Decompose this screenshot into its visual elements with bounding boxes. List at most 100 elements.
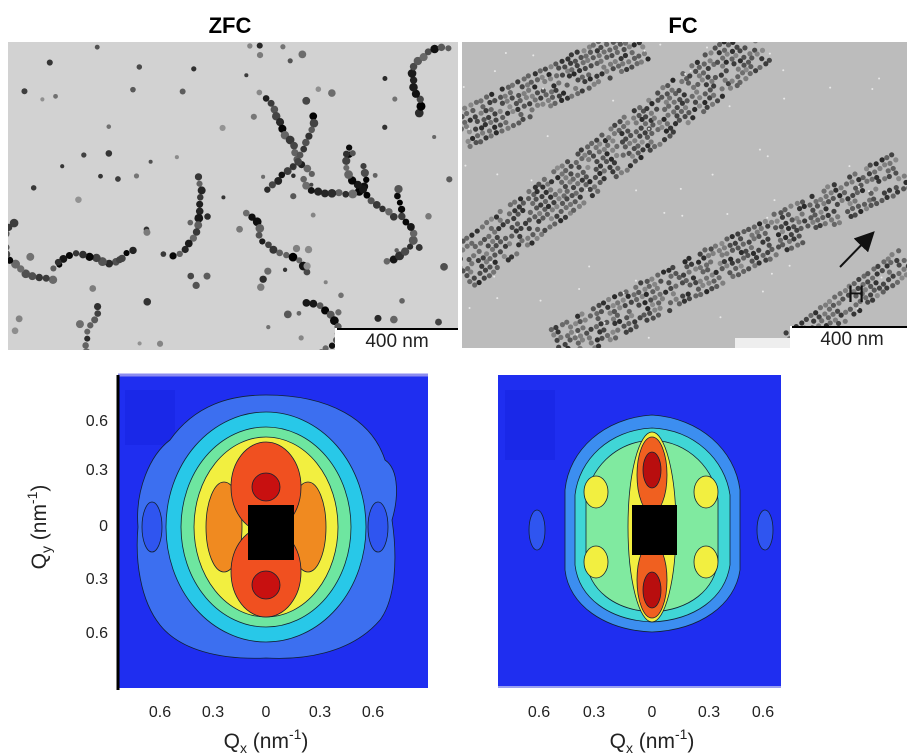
- particle: [880, 281, 887, 287]
- particle: [881, 190, 888, 196]
- particle: [464, 110, 470, 117]
- particle: [871, 266, 877, 272]
- particle: [534, 235, 540, 242]
- particle: [474, 133, 481, 139]
- particle: [394, 192, 401, 200]
- particle: [890, 283, 896, 289]
- particle: [489, 91, 495, 97]
- particle: [203, 272, 211, 280]
- particle: [11, 327, 19, 335]
- speck: [468, 127, 471, 130]
- particle: [861, 201, 868, 207]
- particle: [92, 358, 100, 366]
- particle: [769, 246, 775, 252]
- subscript: x: [240, 740, 247, 755]
- particle: [642, 121, 649, 127]
- particle: [588, 326, 594, 332]
- speck: [856, 307, 859, 310]
- particle: [576, 203, 583, 209]
- particle: [801, 203, 807, 210]
- particle: [562, 341, 568, 348]
- particle: [519, 84, 525, 90]
- particle: [701, 255, 707, 261]
- particle: [562, 183, 568, 190]
- contour: [528, 509, 546, 551]
- contour: [583, 545, 609, 579]
- particle: [306, 358, 313, 365]
- particle: [564, 188, 570, 194]
- particle: [721, 42, 727, 45]
- particle: [298, 335, 304, 341]
- particle: [729, 260, 735, 266]
- particle: [559, 200, 566, 206]
- particle: [644, 134, 651, 140]
- particle: [799, 320, 805, 326]
- contour: [642, 451, 662, 489]
- particle: [305, 132, 313, 140]
- speck: [585, 188, 588, 191]
- particle: [473, 139, 479, 146]
- particle: [721, 258, 728, 265]
- particle: [409, 76, 418, 84]
- particle: [681, 298, 688, 304]
- particle: [672, 121, 679, 127]
- particle: [519, 238, 525, 244]
- particle: [894, 189, 901, 195]
- particle: [569, 67, 575, 73]
- particle: [545, 203, 552, 209]
- particle: [392, 96, 398, 102]
- particle: [830, 311, 836, 317]
- particle: [821, 188, 827, 194]
- particle: [256, 52, 264, 59]
- speck: [647, 127, 650, 130]
- speck: [493, 275, 496, 278]
- particle: [886, 187, 893, 193]
- particle: [593, 144, 599, 151]
- particle: [399, 298, 405, 304]
- particle: [779, 228, 786, 235]
- particle: [794, 200, 800, 206]
- particle: [661, 116, 667, 122]
- particle: [745, 59, 752, 65]
- particle: [363, 176, 370, 183]
- particle: [802, 218, 808, 224]
- particle: [830, 195, 836, 202]
- particle: [516, 204, 522, 210]
- particle: [471, 253, 477, 259]
- particle: [477, 240, 484, 246]
- particle: [485, 243, 491, 249]
- particle: [854, 189, 860, 196]
- particle: [349, 150, 356, 157]
- particle: [695, 286, 702, 292]
- particle: [500, 114, 506, 121]
- particle: [539, 74, 545, 80]
- particle: [673, 90, 679, 97]
- particle: [608, 34, 613, 39]
- particle: [189, 234, 197, 242]
- particle: [219, 124, 226, 132]
- speck: [489, 261, 492, 264]
- particle: [599, 335, 605, 341]
- particle: [406, 223, 415, 231]
- particle: [85, 252, 94, 261]
- particle: [486, 114, 492, 121]
- particle: [631, 42, 637, 48]
- particle: [896, 176, 902, 182]
- speck: [857, 185, 860, 188]
- particle: [606, 135, 612, 141]
- particle: [649, 302, 656, 308]
- particle: [644, 278, 650, 284]
- particle: [865, 279, 871, 285]
- x-tick-label: 0: [648, 704, 657, 721]
- particle: [597, 163, 604, 169]
- particle: [323, 280, 328, 285]
- particle: [507, 202, 514, 208]
- particle: [287, 58, 293, 64]
- particle: [707, 95, 713, 101]
- particle: [652, 295, 658, 301]
- particle: [105, 259, 114, 268]
- x-tick-label: 0.3: [583, 704, 605, 721]
- particle: [842, 288, 849, 294]
- particle: [30, 185, 37, 191]
- particle: [515, 106, 521, 112]
